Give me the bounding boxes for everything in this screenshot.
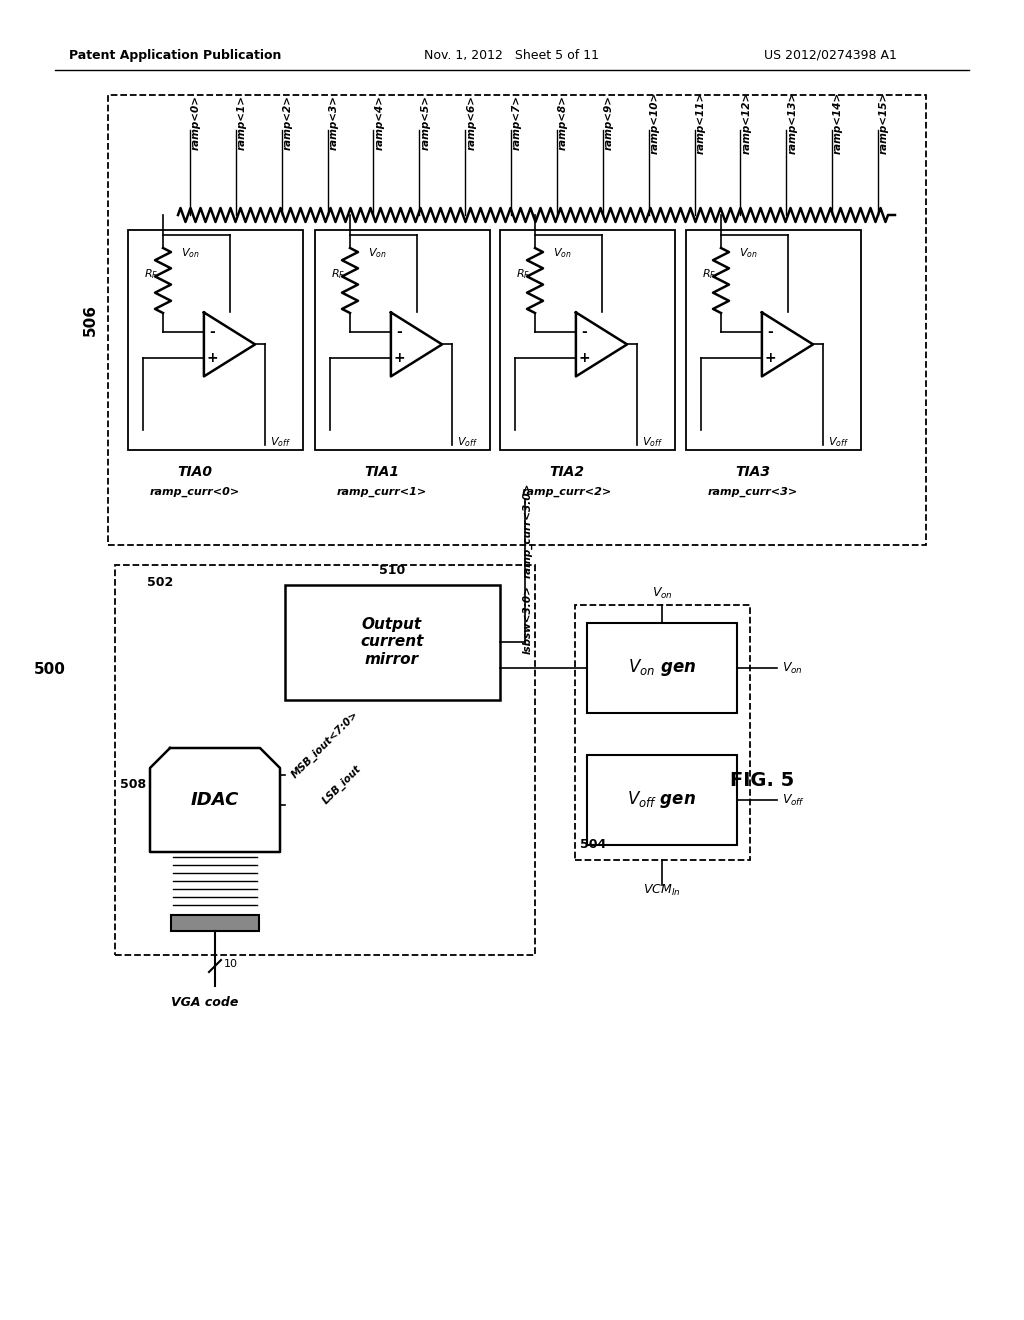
Text: ramp_curr<0>: ramp_curr<0> — [150, 487, 240, 498]
Text: 508: 508 — [120, 779, 146, 792]
Text: Output
current
mirror: Output current mirror — [360, 618, 424, 667]
Bar — [285, 585, 500, 700]
Text: ramp<12>: ramp<12> — [741, 92, 752, 154]
Text: $V_{on}$: $V_{on}$ — [368, 246, 387, 260]
Text: ramp<11>: ramp<11> — [695, 92, 706, 154]
Text: VGA code: VGA code — [171, 995, 239, 1008]
Text: ramp<4>: ramp<4> — [375, 95, 384, 150]
Text: -: - — [396, 326, 401, 339]
Text: $V_{off}$: $V_{off}$ — [642, 436, 663, 449]
Text: +: + — [764, 351, 776, 366]
Text: 510: 510 — [379, 565, 406, 578]
Text: $V_{on}$ gen: $V_{on}$ gen — [628, 657, 696, 678]
Text: FIG. 5: FIG. 5 — [730, 771, 795, 789]
Text: 502: 502 — [146, 577, 173, 590]
Text: ramp<7>: ramp<7> — [512, 95, 522, 150]
Text: ramp<13>: ramp<13> — [787, 92, 798, 154]
Text: $R_F$: $R_F$ — [701, 267, 716, 281]
Bar — [587, 755, 737, 845]
Text: TIA0: TIA0 — [177, 465, 212, 479]
Text: US 2012/0274398 A1: US 2012/0274398 A1 — [764, 49, 896, 62]
Text: ramp<5>: ramp<5> — [420, 95, 430, 150]
Text: $V_{on}$: $V_{on}$ — [553, 246, 571, 260]
Text: ramp_curr<1>: ramp_curr<1> — [336, 487, 427, 498]
Text: ramp<3>: ramp<3> — [329, 95, 339, 150]
Text: -: - — [581, 326, 587, 339]
Text: -: - — [209, 326, 215, 339]
Text: ramp<15>: ramp<15> — [879, 92, 889, 154]
Bar — [171, 915, 259, 931]
Text: +: + — [579, 351, 590, 366]
Text: $VCM_{In}$: $VCM_{In}$ — [643, 883, 681, 898]
Text: TIA2: TIA2 — [549, 465, 584, 479]
Text: +: + — [393, 351, 404, 366]
Text: ramp_curr<3>: ramp_curr<3> — [708, 487, 798, 498]
Bar — [108, 95, 926, 545]
Bar — [128, 230, 303, 450]
Text: $V_{on}$: $V_{on}$ — [181, 246, 200, 260]
Text: -: - — [767, 326, 773, 339]
Text: TIA3: TIA3 — [735, 465, 770, 479]
Text: +: + — [206, 351, 218, 366]
Bar — [315, 230, 490, 450]
Text: $V_{on}$: $V_{on}$ — [739, 246, 758, 260]
Text: $V_{off}$: $V_{off}$ — [828, 436, 849, 449]
Text: $V_{off}$: $V_{off}$ — [782, 792, 805, 808]
Text: 500: 500 — [34, 663, 66, 677]
Text: ramp<8>: ramp<8> — [558, 95, 568, 150]
Text: 10: 10 — [224, 960, 238, 969]
Text: ramp_curr<2>: ramp_curr<2> — [521, 487, 611, 498]
Text: $R_F$: $R_F$ — [143, 267, 158, 281]
Bar — [500, 230, 675, 450]
Text: ramp<6>: ramp<6> — [466, 95, 476, 150]
Text: ramp<9>: ramp<9> — [604, 95, 613, 150]
Text: ramp<10>: ramp<10> — [649, 92, 659, 154]
Text: $V_{on}$: $V_{on}$ — [782, 660, 803, 676]
Bar — [115, 565, 535, 954]
Text: MSB_iout<7:0>: MSB_iout<7:0> — [290, 710, 360, 780]
Text: $V_{off}$ gen: $V_{off}$ gen — [628, 789, 696, 810]
Bar — [686, 230, 861, 450]
Text: ramp<14>: ramp<14> — [834, 92, 843, 154]
Text: ramp<1>: ramp<1> — [237, 95, 247, 150]
Text: $R_F$: $R_F$ — [516, 267, 530, 281]
Text: $V_{off}$: $V_{off}$ — [270, 436, 291, 449]
Text: $V_{on}$: $V_{on}$ — [651, 586, 673, 601]
Text: ramp<0>: ramp<0> — [191, 95, 201, 150]
Text: ramp_curr<3:0>: ramp_curr<3:0> — [523, 482, 534, 578]
Text: ramp<2>: ramp<2> — [283, 95, 293, 150]
Text: Patent Application Publication: Patent Application Publication — [69, 49, 282, 62]
Text: $V_{off}$: $V_{off}$ — [457, 436, 478, 449]
Text: TIA1: TIA1 — [364, 465, 399, 479]
Text: lsbsw<3:0>: lsbsw<3:0> — [523, 586, 534, 655]
Text: 504: 504 — [580, 838, 606, 851]
Text: 506: 506 — [83, 304, 97, 337]
Text: IDAC: IDAC — [190, 791, 240, 809]
Bar — [587, 623, 737, 713]
Text: $R_F$: $R_F$ — [331, 267, 345, 281]
Text: LSB_iout: LSB_iout — [321, 763, 364, 807]
Text: Nov. 1, 2012   Sheet 5 of 11: Nov. 1, 2012 Sheet 5 of 11 — [425, 49, 599, 62]
Bar — [575, 605, 750, 861]
